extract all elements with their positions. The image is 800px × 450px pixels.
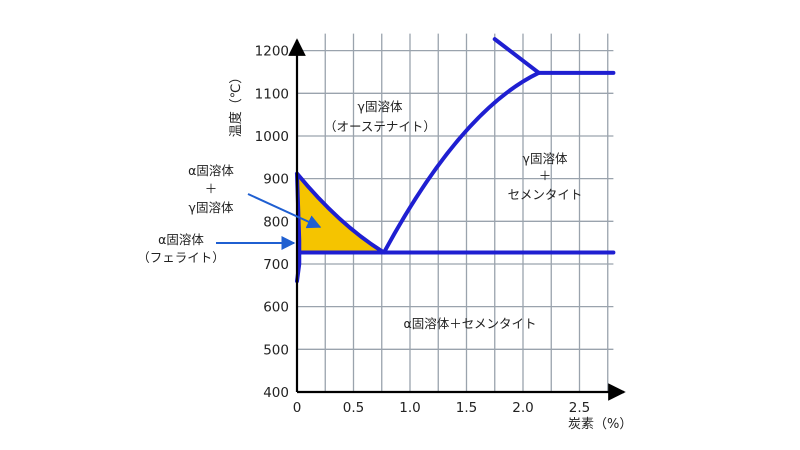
x-tick-label: 1.5 <box>456 400 477 416</box>
y-tick-label: 900 <box>263 172 289 188</box>
y-axis-label: 温度（℃） <box>228 71 244 138</box>
gamma-cementite-label-2: ＋ <box>539 168 552 183</box>
ferrite-callout-1: α固溶体 <box>158 232 204 247</box>
x-tick-label: 1.0 <box>399 400 420 416</box>
alpha-gamma-callout-arrow <box>247 193 322 229</box>
ferrite-solvus-line <box>295 172 302 284</box>
x-axis-label: 炭素（%） <box>568 417 632 432</box>
y-tick-label: 400 <box>263 385 289 401</box>
x-tick-label: 2.0 <box>512 400 533 416</box>
x-tick-labels: 0 0.5 1.0 1.5 2.0 2.5 <box>293 400 591 416</box>
grid-lines <box>297 33 614 392</box>
solidus-boundary-line <box>492 37 541 75</box>
y-tick-label: 800 <box>263 214 289 230</box>
y-tick-label: 1100 <box>255 86 289 102</box>
alpha-gamma-region-fill <box>297 174 385 253</box>
gamma-region-sublabel: （オーステナイト） <box>324 119 436 134</box>
gamma-cementite-label-3: セメンタイト <box>508 187 583 202</box>
y-tick-label: 500 <box>263 342 289 358</box>
alpha-gamma-callout-3: γ固溶体 <box>189 200 234 215</box>
acm-boundary-line <box>382 70 541 255</box>
alpha-gamma-callout-1: α固溶体 <box>188 163 234 178</box>
gamma-cementite-label-1: γ固溶体 <box>523 151 568 166</box>
alpha-cementite-label: α固溶体＋セメンタイト <box>404 316 537 331</box>
ferrite-callout-2: （フェライト） <box>137 250 225 265</box>
x-tick-label: 0 <box>293 400 302 416</box>
x-tick-label: 0.5 <box>343 400 364 416</box>
y-tick-label: 600 <box>263 300 289 316</box>
gamma-region-label: γ固溶体 <box>358 99 403 114</box>
a3-boundary-line <box>295 171 387 255</box>
x-tick-label: 2.5 <box>569 400 590 416</box>
y-tick-labels: 400 500 600 700 800 900 1000 1100 1200 <box>255 44 289 401</box>
y-tick-label: 1200 <box>255 44 289 60</box>
alpha-gamma-callout-2: ＋ <box>205 181 218 196</box>
y-tick-label: 700 <box>263 257 289 273</box>
y-tick-label: 1000 <box>255 129 289 145</box>
